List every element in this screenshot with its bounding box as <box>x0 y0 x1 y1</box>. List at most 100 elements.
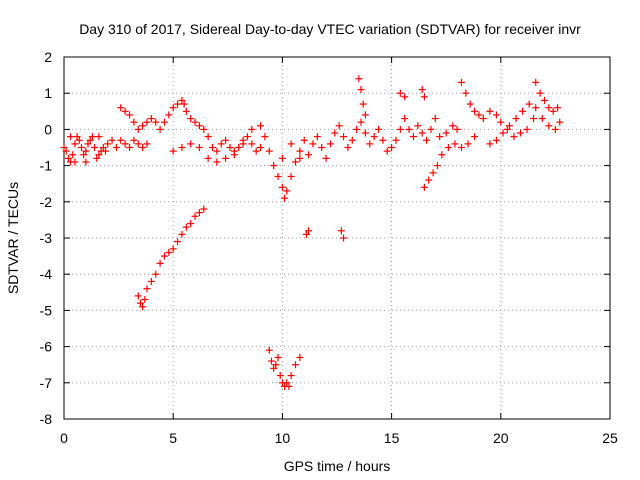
data-point <box>335 122 343 130</box>
data-point <box>296 147 304 155</box>
data-series <box>60 75 564 390</box>
data-point <box>165 248 173 256</box>
data-point <box>91 144 99 151</box>
y-tick-label: 2 <box>44 49 52 65</box>
data-point <box>84 140 92 148</box>
data-point <box>554 104 562 112</box>
data-point <box>492 111 500 119</box>
data-point <box>374 125 382 133</box>
x-axis-label: GPS time / hours <box>284 458 391 474</box>
data-point <box>523 125 531 133</box>
data-point <box>532 104 540 112</box>
data-point <box>427 125 435 133</box>
grid <box>64 57 610 419</box>
data-point <box>209 144 217 151</box>
data-point <box>530 115 538 123</box>
data-point <box>283 187 291 195</box>
data-point <box>396 125 404 133</box>
data-point <box>457 144 465 151</box>
data-point <box>549 107 557 115</box>
data-point <box>248 125 256 133</box>
data-point <box>425 176 433 184</box>
data-point <box>388 144 396 151</box>
data-point <box>104 140 112 148</box>
data-point <box>93 154 101 162</box>
data-point <box>457 78 465 86</box>
data-point <box>510 133 518 141</box>
data-point <box>99 144 107 151</box>
data-point <box>252 147 260 155</box>
data-point <box>444 144 452 151</box>
data-point <box>134 292 142 300</box>
data-point <box>359 100 367 108</box>
data-point <box>344 144 352 151</box>
data-point <box>361 129 369 137</box>
data-point <box>302 230 310 238</box>
y-tick-label: -1 <box>40 158 53 174</box>
data-point <box>287 372 295 380</box>
x-tick-label: 10 <box>275 430 291 446</box>
data-point <box>429 169 437 177</box>
data-point <box>401 115 409 123</box>
data-point <box>285 382 293 390</box>
data-point <box>174 238 182 246</box>
data-point <box>409 133 417 141</box>
data-point <box>62 147 70 155</box>
data-point <box>420 183 428 191</box>
data-point <box>556 118 564 126</box>
data-point <box>326 140 334 148</box>
data-point <box>274 172 282 180</box>
data-point <box>143 118 151 126</box>
data-point <box>160 252 168 260</box>
data-point <box>191 118 199 126</box>
data-point <box>267 357 275 365</box>
data-point <box>337 227 345 235</box>
data-point <box>257 144 265 151</box>
data-point <box>453 125 461 133</box>
data-point <box>436 133 444 141</box>
data-point <box>187 220 195 228</box>
x-tick-label: 5 <box>169 430 177 446</box>
data-point <box>486 140 494 148</box>
data-point <box>86 136 94 144</box>
data-point <box>506 122 514 130</box>
data-point <box>143 285 151 293</box>
data-point <box>276 372 284 380</box>
x-tick-label: 25 <box>602 430 618 446</box>
data-point <box>405 125 413 133</box>
data-point <box>200 125 208 133</box>
y-tick-label: -8 <box>40 411 53 427</box>
data-point <box>379 136 387 144</box>
data-point <box>174 100 182 108</box>
data-point <box>464 140 472 148</box>
data-point <box>545 104 553 112</box>
data-point <box>331 129 339 137</box>
data-point <box>503 125 511 133</box>
data-point <box>156 125 164 133</box>
data-point <box>270 162 278 170</box>
data-point <box>449 122 457 130</box>
data-point <box>536 89 544 97</box>
chart-title: Day 310 of 2017, Sidereal Day-to-day VTE… <box>79 21 581 37</box>
data-point <box>136 299 144 307</box>
data-point <box>169 245 177 253</box>
data-point <box>160 118 168 126</box>
data-point <box>261 133 269 141</box>
data-point <box>71 140 79 148</box>
x-tick-label: 20 <box>493 430 509 446</box>
data-point <box>278 154 286 162</box>
data-point <box>169 104 177 112</box>
data-point <box>182 107 190 115</box>
data-point <box>420 93 428 101</box>
data-point <box>139 303 147 311</box>
data-point <box>195 144 203 151</box>
data-point <box>126 111 134 119</box>
data-point <box>418 86 426 94</box>
data-point <box>499 129 507 137</box>
data-point <box>134 125 142 133</box>
data-point <box>287 140 295 148</box>
y-tick-label: -5 <box>40 302 53 318</box>
data-point <box>512 115 520 123</box>
data-point <box>213 147 221 155</box>
